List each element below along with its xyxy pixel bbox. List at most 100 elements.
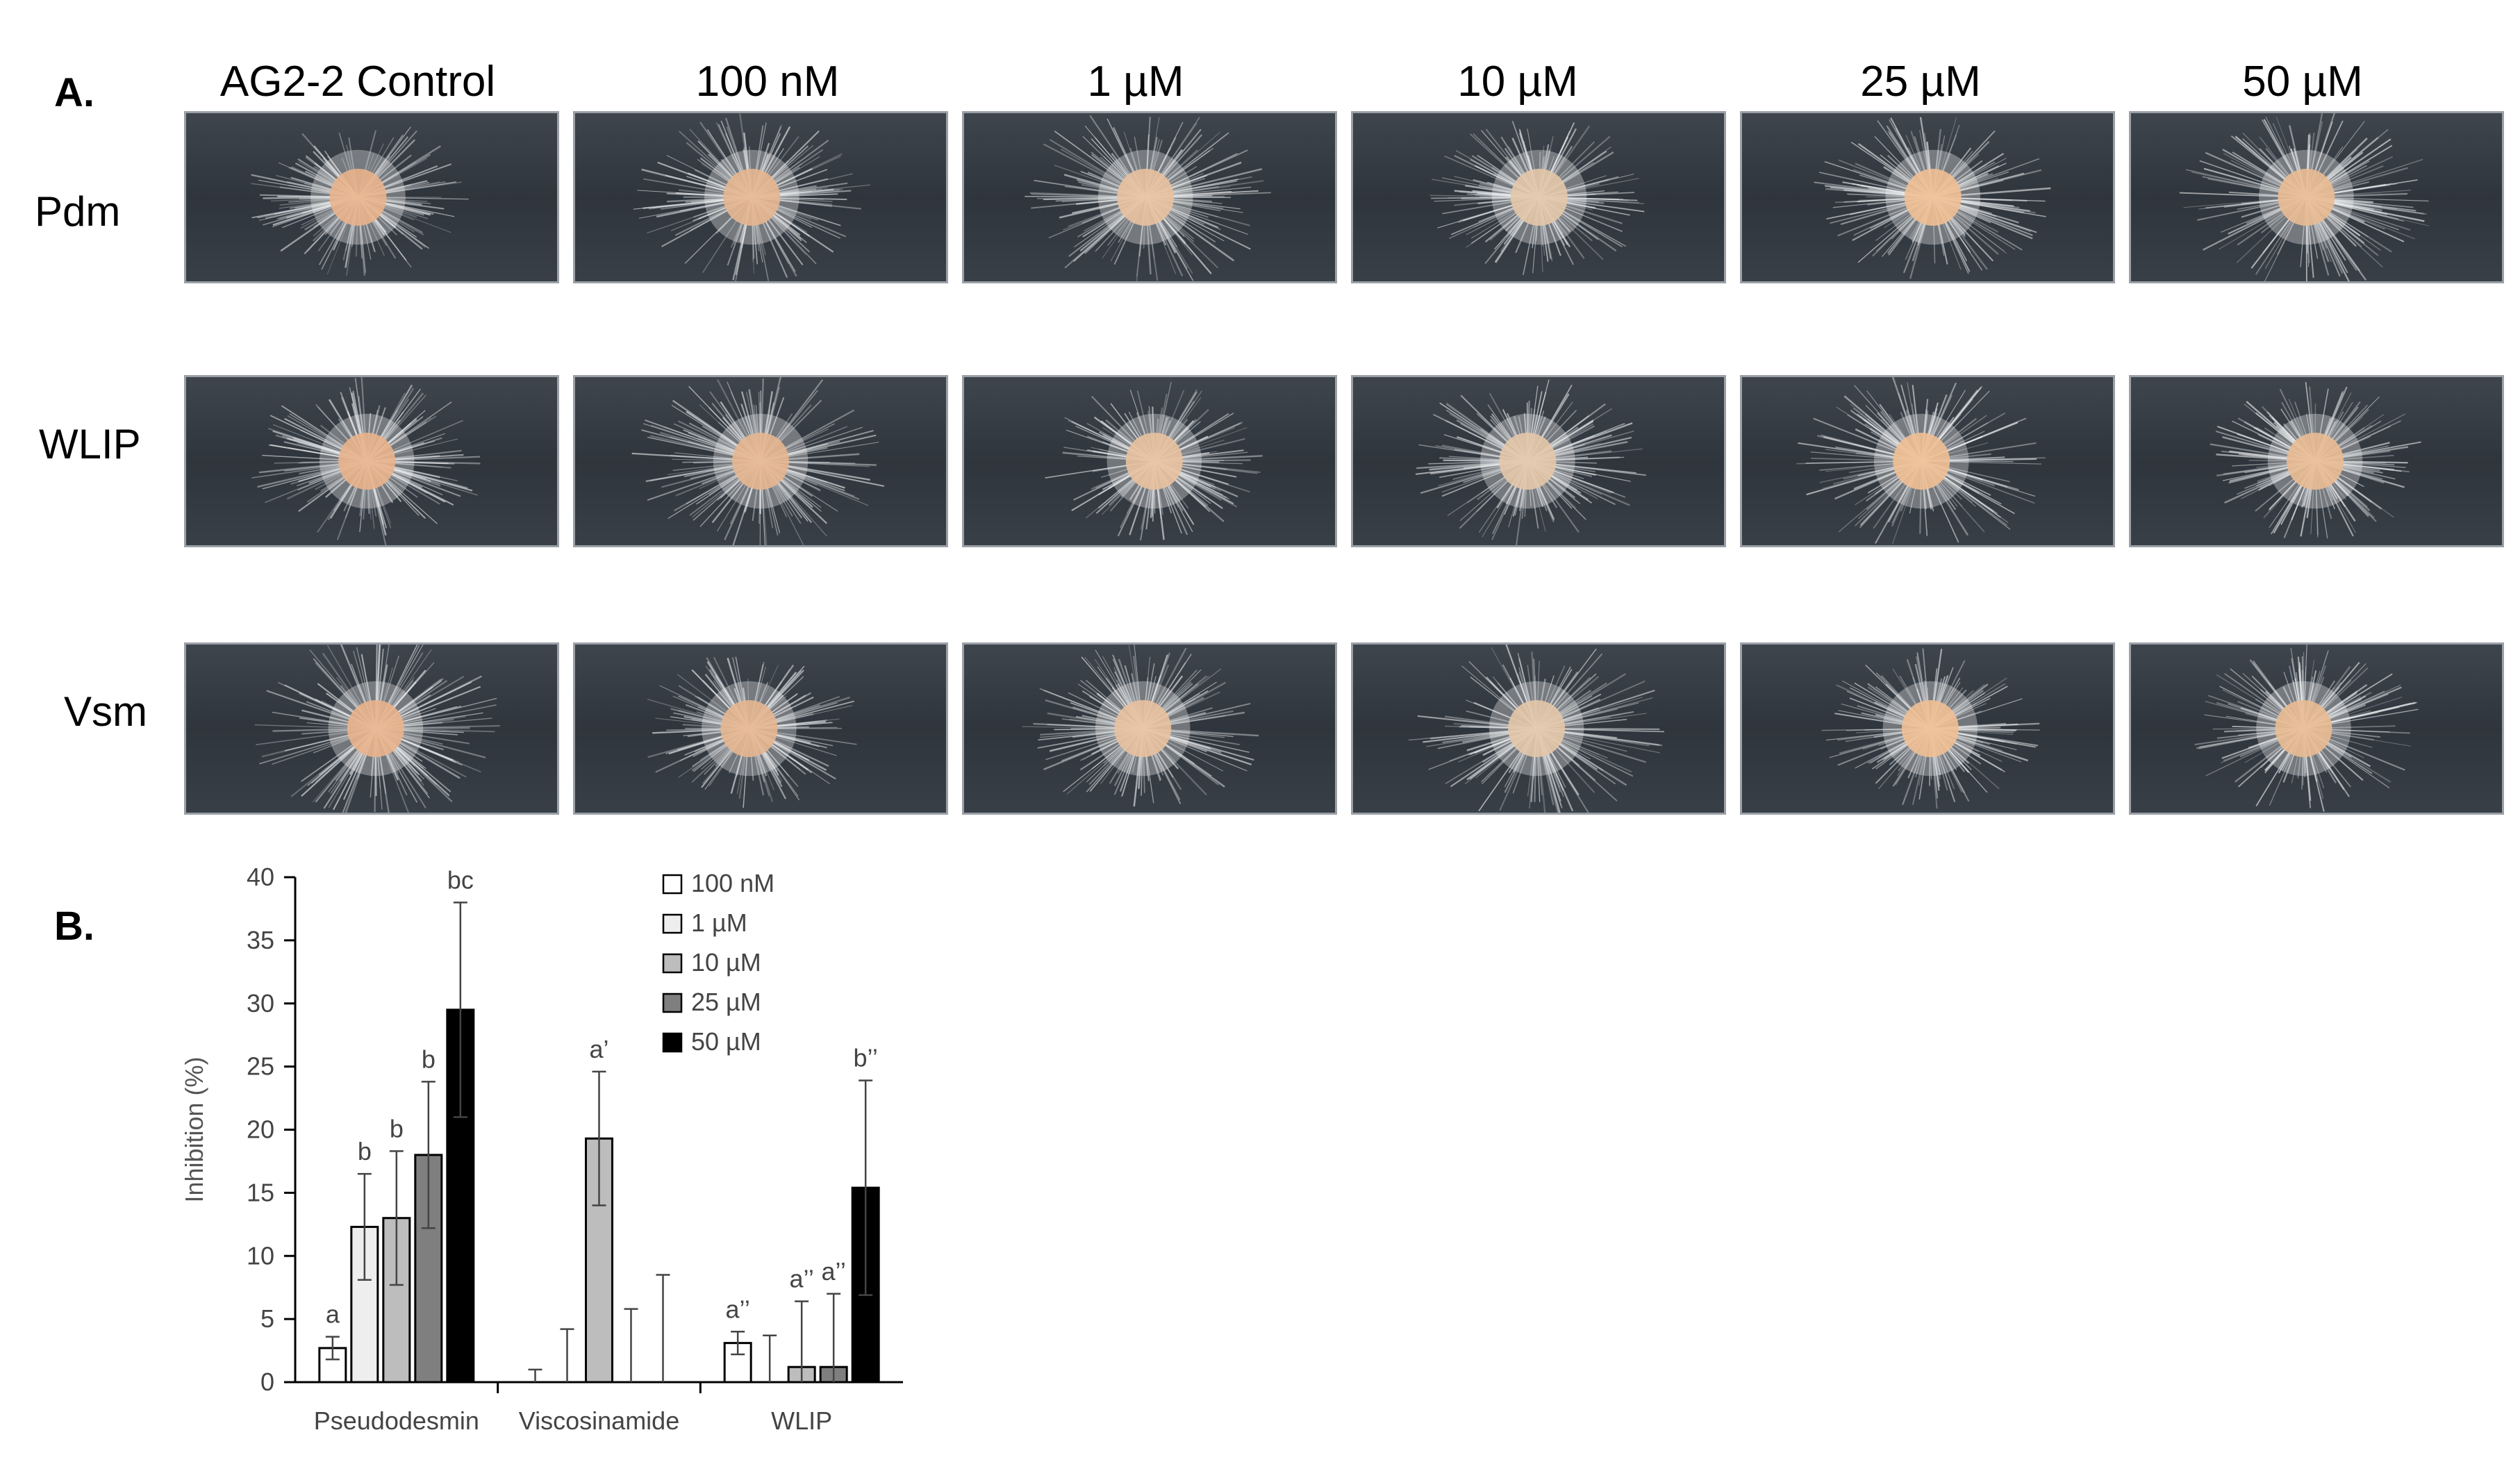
legend-label: 50 µM (691, 1027, 761, 1056)
mycelium-growth (1415, 379, 1646, 545)
row-label-wlip: WLIP (39, 421, 141, 467)
mycelium-growth (1429, 121, 1645, 276)
significance-label: b’’ (853, 1044, 877, 1072)
y-tick-label: 10 (247, 1241, 274, 1270)
inhibition-bar-chart: 0 5 10 15 20 25 30 35 40 Inhibition (%) Pseudodesm… (180, 863, 903, 1435)
x-category-label: WLIP (771, 1406, 832, 1435)
y-tick-label: 35 (247, 926, 274, 954)
culture-image-wlip-100-nm (573, 375, 948, 547)
culture-image-pdm-50-m (2129, 111, 2504, 283)
culture-image-wlip-25-m (1740, 375, 2115, 547)
mycelium-growth (647, 656, 857, 808)
culture-image-vsm-10-m (1351, 642, 1726, 815)
culture-image-pdm-100-nm (573, 111, 948, 283)
legend-label: 10 µM (691, 948, 761, 977)
agar-plug (338, 433, 396, 490)
y-axis-title: Inhibition (%) (180, 1056, 208, 1202)
y-tick-label: 15 (247, 1178, 274, 1206)
culture-image-pdm-1-m (962, 111, 1337, 283)
agar-plug (723, 169, 781, 226)
culture-image-wlip-1-m (962, 375, 1337, 547)
y-tick-label: 40 (247, 863, 274, 891)
panel-a-label: A. (54, 70, 94, 115)
column-header-10um: 10 µM (1457, 58, 1578, 106)
agar-plug (1117, 169, 1175, 226)
mycelium-growth (1821, 648, 2040, 809)
agar-plug (2275, 700, 2332, 757)
culture-image-pdm-ag2-2-control (184, 111, 559, 283)
row-label-vsm: Vsm (64, 688, 147, 735)
significance-label: bc (447, 865, 474, 894)
x-category-label: Pseudodesmin (314, 1406, 479, 1435)
bar-wlip-100nm (723, 1342, 752, 1384)
y-tick-label: 25 (247, 1052, 274, 1081)
legend-swatch (662, 953, 683, 974)
row-label-pdm: Pdm (35, 188, 121, 235)
agar-plug (1508, 700, 1566, 757)
legend-label: 25 µM (691, 988, 761, 1016)
x-category-label: Viscosinamide (519, 1406, 679, 1435)
y-tick-label: 30 (247, 989, 274, 1018)
significance-label: a’ (589, 1035, 608, 1063)
legend-label: 100 nM (691, 869, 774, 897)
mycelium-growth (1025, 115, 1271, 281)
culture-image-wlip-50-m (2129, 375, 2504, 547)
agar-plug (1904, 169, 1962, 226)
mycelium-growth (251, 126, 469, 276)
column-header-1um: 1 µM (1087, 58, 1184, 106)
legend-swatch (662, 913, 683, 934)
mycelium-growth (1022, 645, 1259, 807)
mycelium-growth (2210, 382, 2421, 539)
significance-label: b (358, 1137, 372, 1165)
legend-label: 1 µM (691, 908, 747, 937)
column-header-50um: 50 µM (2242, 58, 2363, 106)
column-header-25um: 25 µM (1860, 58, 1981, 106)
mycelium-growth (1045, 381, 1263, 541)
mycelium-growth (1796, 377, 2046, 545)
culture-image-vsm-ag2-2-control (184, 642, 559, 815)
significance-label: b (422, 1045, 436, 1073)
agar-plug (720, 700, 778, 757)
column-header-control: AG2-2 Control (219, 58, 496, 106)
agar-plug (1499, 433, 1557, 490)
legend-swatch (662, 1032, 683, 1053)
significance-label: a’’ (821, 1257, 845, 1286)
mycelium-growth (2194, 645, 2419, 812)
culture-image-vsm-25-m (1740, 642, 2115, 815)
column-header-100nm: 100 nM (695, 58, 840, 106)
culture-image-vsm-50-m (2129, 642, 2504, 815)
significance-label: a (326, 1300, 340, 1329)
mycelium-growth (251, 377, 481, 545)
culture-image-wlip-10-m (1351, 375, 1726, 547)
mycelium-growth (633, 113, 871, 281)
agar-plug (732, 433, 789, 490)
culture-image-pdm-25-m (1740, 111, 2115, 283)
significance-label: b (390, 1114, 404, 1143)
y-tick-label: 5 (260, 1304, 274, 1333)
agar-plug (1125, 433, 1183, 490)
y-tick-label: 20 (247, 1115, 274, 1144)
legend-swatch (662, 993, 683, 1013)
culture-image-pdm-10-m (1351, 111, 1726, 283)
mycelium-growth (631, 377, 884, 545)
agar-plug (1510, 169, 1568, 226)
mycelium-growth (1814, 117, 2051, 279)
agar-plug (2287, 433, 2344, 490)
culture-image-wlip-ag2-2-control (184, 375, 559, 547)
agar-plug (1893, 433, 1950, 490)
legend-swatch (662, 874, 683, 895)
agar-plug (347, 700, 404, 757)
agar-plug (1114, 700, 1172, 757)
bar-pseudodesmin-100nm (318, 1347, 347, 1384)
mycelium-growth (254, 645, 500, 813)
significance-label: a’’ (789, 1265, 813, 1293)
culture-image-vsm-100-nm (573, 642, 948, 815)
agar-plug (2278, 169, 2335, 226)
mycelium-growth (2179, 113, 2429, 281)
significance-label: a’’ (725, 1295, 749, 1323)
culture-image-vsm-1-m (962, 642, 1337, 815)
mycelium-growth (1408, 645, 1664, 813)
agar-plug (329, 169, 387, 226)
bar-pseudodesmin-1um (350, 1225, 379, 1384)
agar-plug (1901, 700, 1959, 757)
